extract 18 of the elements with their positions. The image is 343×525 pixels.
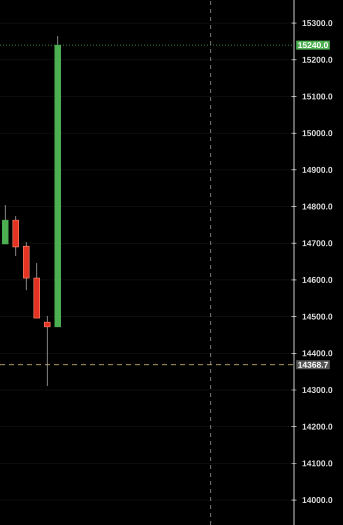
y-tick-label: 15300.0 bbox=[302, 20, 332, 26]
y-tick-label: 14700.0 bbox=[302, 240, 332, 246]
y-tick-label: 14100.0 bbox=[302, 460, 332, 466]
y-tick-label: 15000.0 bbox=[302, 130, 332, 136]
y-tick-label: 14300.0 bbox=[302, 386, 332, 393]
y-tick-label: 14200.0 bbox=[302, 424, 332, 430]
ref-line-label: 14368.7 bbox=[298, 362, 328, 368]
y-tick-label: 14000.0 bbox=[302, 497, 332, 504]
y-tick-label: 14800.0 bbox=[302, 204, 332, 210]
candlestick bbox=[44, 316, 50, 386]
y-tick-label: 14500.0 bbox=[302, 314, 332, 320]
y-tick-label: 14900.0 bbox=[302, 166, 332, 173]
y-tick-label: 14600.0 bbox=[302, 276, 332, 283]
ref-line-label: 15240.0 bbox=[298, 42, 328, 48]
y-tick-label: 15200.0 bbox=[302, 56, 332, 63]
y-tick-label: 15100.0 bbox=[302, 93, 332, 100]
y-tick-label: 14400.0 bbox=[302, 350, 332, 356]
candlestick bbox=[2, 204, 8, 244]
